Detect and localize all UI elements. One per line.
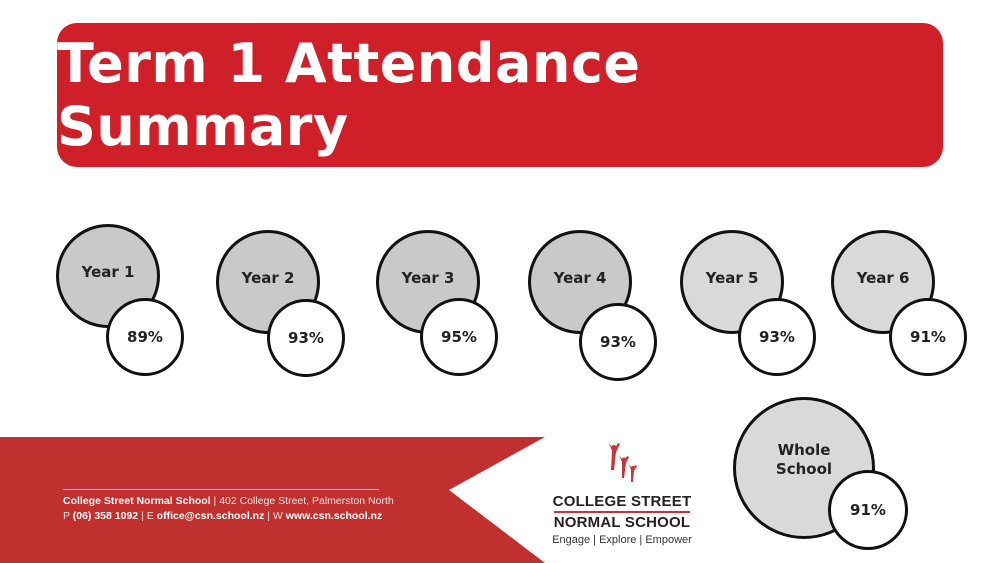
footer-contact: College Street Normal School | 402 Colle… [63, 494, 394, 524]
footer-line-2: P (06) 358 1092 | E office@csn.school.nz… [63, 510, 383, 522]
page-title: Term 1 Attendance Summary [57, 32, 641, 158]
group-value-circle-year-4: 93% [579, 303, 657, 381]
logo-tagline: Engage | Explore | Empower [552, 534, 692, 546]
logo-line-1: COLLEGE STREET [552, 493, 692, 510]
group-label-circle-year-1: Year 1 [56, 224, 160, 328]
footer-website[interactable]: www.csn.school.nz [285, 510, 383, 522]
footer-school-name: College Street Normal School [63, 495, 211, 507]
footer-phone: (06) 358 1092 [72, 510, 139, 522]
footer-email[interactable]: office@csn.school.nz [156, 510, 265, 522]
logo-line-2: NORMAL SCHOOL [553, 514, 691, 531]
title-banner: Term 1 Attendance Summary [57, 23, 943, 167]
group-value-circle-year-6: 91% [889, 298, 967, 376]
footer-address: 402 College Street, Palmerston North [219, 495, 394, 507]
logo-rule [554, 511, 690, 513]
footer-ribbon [0, 437, 545, 563]
school-logo: COLLEGE STREET NORMAL SCHOOL Engage | Ex… [552, 440, 692, 546]
group-value-circle-whole-school: 91% [828, 470, 908, 550]
figures-raising-arms-icon [608, 442, 637, 482]
footer-divider [63, 489, 379, 490]
group-value-circle-year-1: 89% [106, 298, 184, 376]
group-value-circle-year-2: 93% [267, 299, 345, 377]
footer-line-1: College Street Normal School | 402 Colle… [63, 495, 394, 507]
group-value-circle-year-3: 95% [420, 298, 498, 376]
group-value-circle-year-5: 93% [738, 298, 816, 376]
